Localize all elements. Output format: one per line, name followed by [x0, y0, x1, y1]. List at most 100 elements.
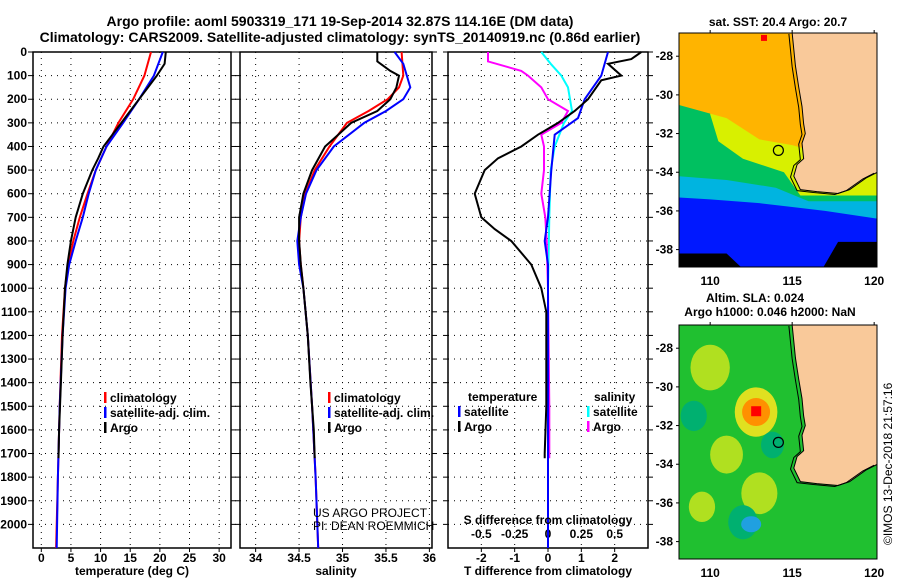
sla-map: 110 115 120 -28 -30 -32 -34 -36 -38 — [656, 322, 884, 580]
plot-frame — [239, 51, 433, 549]
land-mass — [792, 33, 877, 194]
s-diff-tick-label: 0.25 — [570, 527, 594, 541]
x-tick-label: 20 — [153, 551, 167, 565]
land-mass — [792, 325, 877, 486]
sla-anomaly-patch — [690, 344, 730, 391]
credit-line-1: US ARGO PROJECT — [313, 506, 428, 520]
x-tick-label: 34 — [249, 551, 263, 565]
legend-swatch — [104, 422, 107, 433]
lon-tick-label: 110 — [700, 274, 720, 288]
legend-swatch — [104, 407, 107, 418]
s-diff-tick-label: -0.5 — [471, 527, 492, 541]
coastline — [791, 33, 877, 195]
sla-anomaly-patch — [741, 472, 778, 515]
temperature-argo-line — [57, 51, 167, 459]
salinity-argo-line — [298, 52, 401, 459]
y-tick-label: 2000 — [0, 517, 27, 531]
legend-label: Argo — [110, 421, 138, 435]
sla-anomaly-patch — [680, 400, 707, 432]
y-tick-label: 500 — [7, 163, 27, 177]
legend-title-temperature: temperature — [468, 390, 538, 404]
x-tick-label: 36 — [423, 551, 437, 565]
legend-label: Argo — [334, 421, 362, 435]
map-field — [679, 325, 877, 559]
sst-map: 110 115 120 -28 -30 -32 -34 -36 -38 — [656, 30, 884, 288]
lat-tick-label: -28 — [656, 341, 674, 355]
y-tick-label: 0 — [20, 45, 27, 59]
legend-swatch — [458, 421, 461, 432]
salinity-panel: 34 34.5 35 35.5 36 climatologysatellite-adj. … — [235, 51, 437, 565]
sst-map-title: sat. SST: 20.4 Argo: 20.7 — [709, 15, 848, 29]
sla-peak — [751, 406, 762, 417]
y-tick-label: 1600 — [0, 423, 27, 437]
y-tick-label: 1800 — [0, 470, 27, 484]
lon-tick-label: 115 — [782, 566, 802, 580]
x-tick-label: 5 — [68, 551, 75, 565]
legend-swatch — [587, 421, 590, 432]
title-line-1: Argo profile: aoml 5903319_171 19-Sep-20… — [107, 13, 574, 29]
y-tick-label: 100 — [7, 69, 27, 83]
x-tick-label: -1 — [509, 551, 520, 565]
x-tick-label: 15 — [124, 551, 138, 565]
temperature-climatology-line — [55, 51, 152, 549]
y-tick-label: 900 — [7, 258, 27, 272]
legend-label: climatology — [110, 391, 177, 405]
sst-missing-data — [823, 241, 877, 267]
y-tick-label: 1000 — [0, 281, 27, 295]
x-tick-label: 10 — [94, 551, 108, 565]
sla-anomaly-patch — [761, 431, 784, 459]
sla-anomaly-patch — [688, 491, 716, 522]
legend-label: satellite-adj. clim. — [334, 406, 434, 420]
lat-tick-label: -38 — [656, 243, 674, 257]
sla-map-title-2: Argo h1000: 0.046 h2000: NaN — [684, 305, 855, 319]
y-tick-label: 800 — [7, 234, 27, 248]
x-tick-label: 2 — [611, 551, 618, 565]
legend-swatch — [328, 422, 331, 433]
y-tick-label: 1700 — [0, 447, 27, 461]
lat-tick-label: -32 — [656, 419, 674, 433]
lat-tick-label: -38 — [656, 535, 674, 549]
legend-label: satellite — [464, 405, 509, 419]
legend-label: satellite-adj. clim. — [110, 406, 210, 420]
lon-tick-label: 120 — [864, 566, 884, 580]
legend-title-salinity: salinity — [594, 390, 636, 404]
x-tick-label: 0 — [38, 551, 45, 565]
x-tick-label: 0 — [545, 551, 552, 565]
legend-label: satellite — [593, 405, 638, 419]
coastline — [791, 325, 877, 487]
lat-tick-label: -32 — [656, 127, 674, 141]
s-diff-xlabel: S difference from climatology — [464, 513, 633, 527]
x-tick-label: 34.5 — [287, 551, 311, 565]
legend-label: Argo — [593, 420, 621, 434]
legend-swatch — [328, 407, 331, 418]
map-frame — [678, 324, 878, 560]
y-tick-label: 300 — [7, 116, 27, 130]
y-tick-label: 700 — [7, 210, 27, 224]
x-tick-label: 30 — [212, 551, 226, 565]
salinity-xlabel: salinity — [315, 564, 357, 578]
lon-tick-label: 110 — [700, 566, 720, 580]
y-tick-label: 1500 — [0, 399, 27, 413]
sla-map-title-1: Altim. SLA: 0.024 — [706, 291, 804, 305]
t-diff-argo-line — [473, 51, 642, 459]
legend-swatch — [458, 406, 461, 417]
y-tick-label: 600 — [7, 187, 27, 201]
x-tick-label: 35.5 — [374, 551, 398, 565]
lat-tick-label: -36 — [656, 204, 674, 218]
lat-tick-label: -30 — [656, 88, 674, 102]
plot-frame — [32, 51, 232, 549]
sla-low-patch — [741, 516, 762, 533]
y-tick-label: 400 — [7, 139, 27, 153]
y-tick-label: 1900 — [0, 494, 27, 508]
s-diff-tick-label: 0.5 — [606, 527, 623, 541]
y-tick-label: 1100 — [1, 305, 27, 319]
title-line-2: Climatology: CARS2009. Satellite-adjuste… — [40, 29, 641, 45]
lon-tick-label: 115 — [782, 274, 802, 288]
difference-panel: -2 -1 0 1 2-0.5 -0.25 0 0.25 0.5temperaturesatel… — [443, 51, 653, 565]
y-tick-label: 1300 — [0, 352, 27, 366]
lat-tick-label: -28 — [656, 49, 674, 63]
temperature-satellite-line — [55, 51, 164, 549]
legend-swatch — [104, 392, 107, 403]
temperature-panel: 0100200300400500600700800900100011001200… — [0, 45, 236, 565]
legend-swatch — [587, 406, 590, 417]
